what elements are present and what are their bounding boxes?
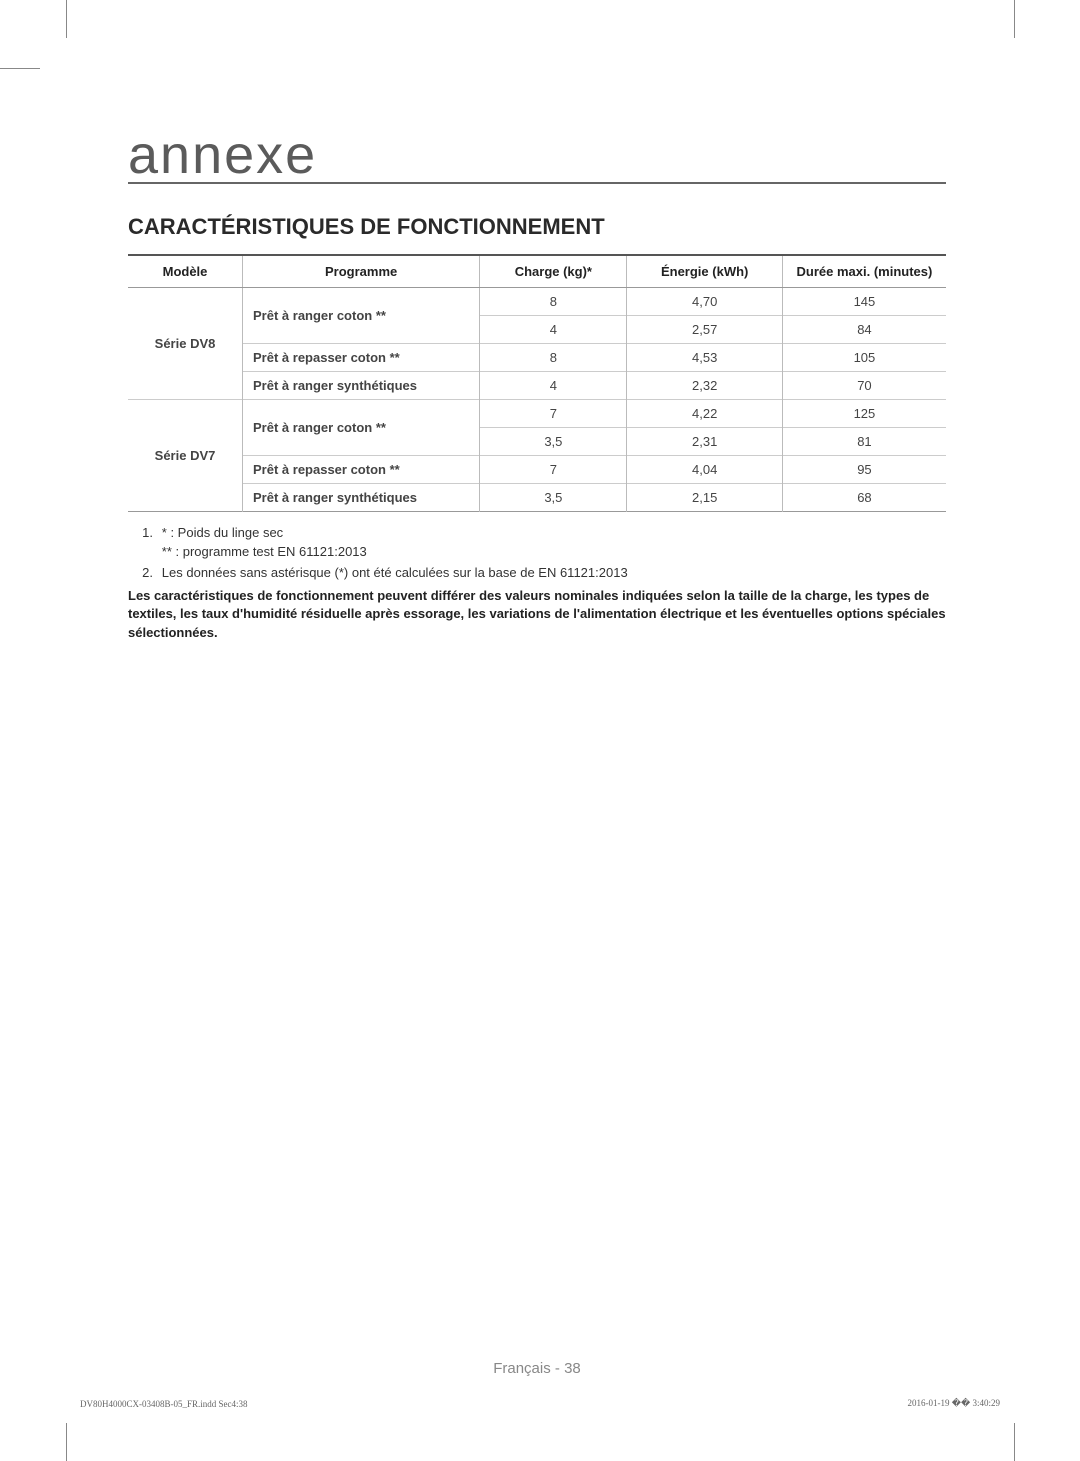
cell-model: Série DV7 bbox=[128, 400, 243, 512]
cell-program: Prêt à ranger coton ** bbox=[243, 400, 480, 456]
col-model: Modèle bbox=[128, 255, 243, 288]
cell-program: Prêt à ranger synthétiques bbox=[243, 484, 480, 512]
cell-charge: 4 bbox=[480, 316, 627, 344]
footnote-1-line1: * : Poids du linge sec bbox=[162, 525, 283, 540]
cell-duration: 84 bbox=[782, 316, 946, 344]
cell-charge: 8 bbox=[480, 288, 627, 316]
crop-mark bbox=[66, 0, 67, 38]
table-row: Série DV7 Prêt à ranger coton ** 7 4,22 … bbox=[128, 400, 946, 428]
cell-charge: 7 bbox=[480, 400, 627, 428]
cell-duration: 70 bbox=[782, 372, 946, 400]
cell-duration: 68 bbox=[782, 484, 946, 512]
cell-program: Prêt à ranger synthétiques bbox=[243, 372, 480, 400]
cell-program: Prêt à ranger coton ** bbox=[243, 288, 480, 344]
page-title: annexe bbox=[128, 128, 946, 184]
table-row: Prêt à ranger synthétiques 4 2,32 70 bbox=[128, 372, 946, 400]
page-content: annexe CARACTÉRISTIQUES DE FONCTIONNEMEN… bbox=[128, 128, 946, 1371]
cell-energy: 2,32 bbox=[627, 372, 782, 400]
footnote-2: Les données sans astérisque (*) ont été … bbox=[157, 564, 946, 583]
crop-mark bbox=[1014, 0, 1015, 38]
crop-mark bbox=[0, 68, 40, 69]
cell-energy: 4,22 bbox=[627, 400, 782, 428]
cell-charge: 3,5 bbox=[480, 484, 627, 512]
table-row: Série DV8 Prêt à ranger coton ** 8 4,70 … bbox=[128, 288, 946, 316]
cell-energy: 2,57 bbox=[627, 316, 782, 344]
cell-program: Prêt à repasser coton ** bbox=[243, 456, 480, 484]
table-head-row: Modèle Programme Charge (kg)* Énergie (k… bbox=[128, 255, 946, 288]
cell-charge: 8 bbox=[480, 344, 627, 372]
cell-energy: 2,15 bbox=[627, 484, 782, 512]
page-number: Français - 38 bbox=[128, 1360, 946, 1377]
cell-duration: 105 bbox=[782, 344, 946, 372]
footnote-bold: Les caractéristiques de fonctionnement p… bbox=[128, 587, 946, 644]
table-row: Prêt à repasser coton ** 7 4,04 95 bbox=[128, 456, 946, 484]
cell-duration: 125 bbox=[782, 400, 946, 428]
crop-mark bbox=[1014, 1423, 1015, 1461]
cell-charge: 4 bbox=[480, 372, 627, 400]
col-duration: Durée maxi. (minutes) bbox=[782, 255, 946, 288]
col-program: Programme bbox=[243, 255, 480, 288]
cell-model: Série DV8 bbox=[128, 288, 243, 400]
spec-table: Modèle Programme Charge (kg)* Énergie (k… bbox=[128, 254, 946, 512]
print-mark-left: DV80H4000CX-03408B-05_FR.indd Sec4:38 bbox=[80, 1399, 248, 1409]
footnote-1: * : Poids du linge sec ** : programme te… bbox=[157, 524, 946, 562]
table-row: Prêt à ranger synthétiques 3,5 2,15 68 bbox=[128, 484, 946, 512]
cell-energy: 4,70 bbox=[627, 288, 782, 316]
crop-mark bbox=[66, 1423, 67, 1461]
cell-energy: 4,04 bbox=[627, 456, 782, 484]
footnotes: * : Poids du linge sec ** : programme te… bbox=[128, 524, 946, 643]
cell-duration: 145 bbox=[782, 288, 946, 316]
cell-program: Prêt à repasser coton ** bbox=[243, 344, 480, 372]
footnote-1-line2: ** : programme test EN 61121:2013 bbox=[162, 544, 367, 559]
cell-duration: 95 bbox=[782, 456, 946, 484]
col-charge: Charge (kg)* bbox=[480, 255, 627, 288]
section-title: CARACTÉRISTIQUES DE FONCTIONNEMENT bbox=[128, 214, 946, 240]
cell-charge: 7 bbox=[480, 456, 627, 484]
col-energy: Énergie (kWh) bbox=[627, 255, 782, 288]
cell-duration: 81 bbox=[782, 428, 946, 456]
cell-energy: 2,31 bbox=[627, 428, 782, 456]
cell-energy: 4,53 bbox=[627, 344, 782, 372]
cell-charge: 3,5 bbox=[480, 428, 627, 456]
print-mark-right: 2016-01-19 �� 3:40:29 bbox=[908, 1398, 1000, 1409]
table-row: Prêt à repasser coton ** 8 4,53 105 bbox=[128, 344, 946, 372]
